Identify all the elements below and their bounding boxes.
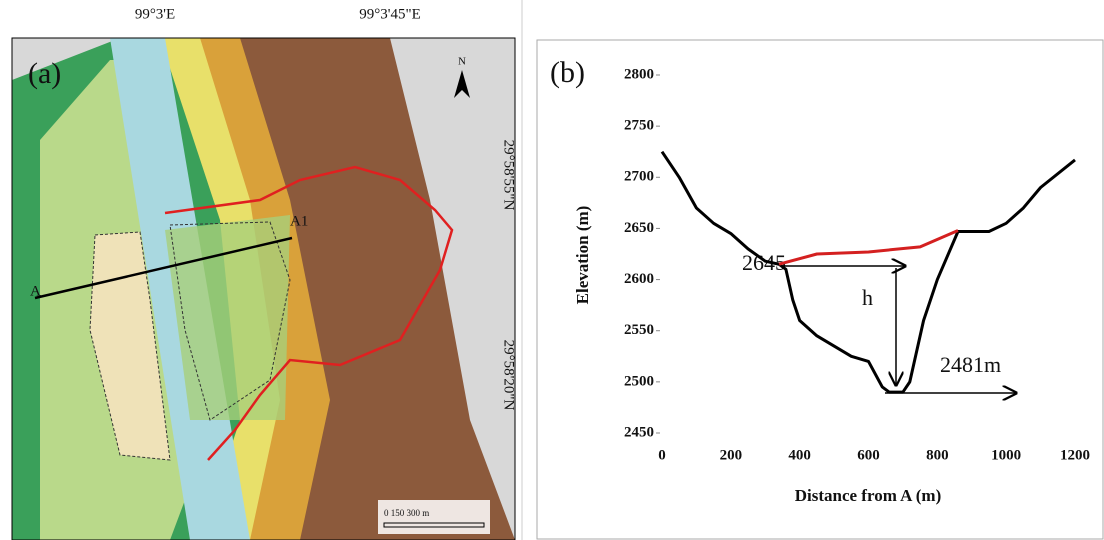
scale-bar — [383, 522, 485, 528]
annotation: 2645 — [742, 250, 786, 275]
x-axis-label: Distance from A (m) — [795, 486, 942, 505]
point-label: A — [30, 283, 41, 299]
chart-frame — [536, 39, 1104, 540]
y-tick-label: 2800 — [624, 66, 654, 82]
chart: (b) Distance from A (m) Elevation (m) 26… — [550, 56, 1090, 505]
map-frame — [11, 37, 516, 540]
map — [12, 38, 515, 540]
x-tick-label: 1000 — [991, 447, 1021, 463]
y-tick-label: 2700 — [624, 169, 654, 185]
x-tick-label: 200 — [720, 447, 743, 463]
annotation: 2481m — [940, 352, 1001, 377]
profile-line — [660, 150, 1076, 394]
y-tick-label: 2550 — [624, 322, 654, 338]
x-tick-label: 400 — [788, 447, 811, 463]
x-tick-label: 600 — [857, 447, 880, 463]
y-tick-label: 2500 — [624, 373, 654, 389]
x-tick-label: 800 — [926, 447, 949, 463]
scale-label: 0 150 300 m — [384, 508, 429, 518]
panel-label: (a) — [28, 57, 61, 90]
lat-label: 29°58'20"N — [501, 340, 517, 411]
panel-label: (b) — [550, 56, 585, 89]
landslide-boundary — [164, 165, 454, 461]
lon-label: 99°3'45"E — [359, 6, 421, 22]
x-tick-label: 0 — [658, 447, 666, 463]
y-tick-label: 2650 — [624, 220, 654, 236]
profile-line — [34, 236, 293, 300]
lon-label: 99°3'E — [135, 6, 175, 22]
y-tick-label: 2450 — [624, 424, 654, 440]
y-tick-label: 2600 — [624, 271, 654, 287]
profile-line — [778, 229, 959, 266]
north-arrow — [454, 70, 470, 98]
north-label: N — [458, 56, 466, 68]
y-axis-label: Elevation (m) — [573, 206, 592, 305]
x-tick-label: 1200 — [1060, 447, 1090, 463]
point-label: A1 — [290, 213, 308, 229]
lat-label: 29°58'55"N — [501, 140, 517, 211]
y-tick-label: 2750 — [624, 118, 654, 134]
annotation: h — [862, 285, 873, 310]
scale-box — [378, 500, 490, 534]
